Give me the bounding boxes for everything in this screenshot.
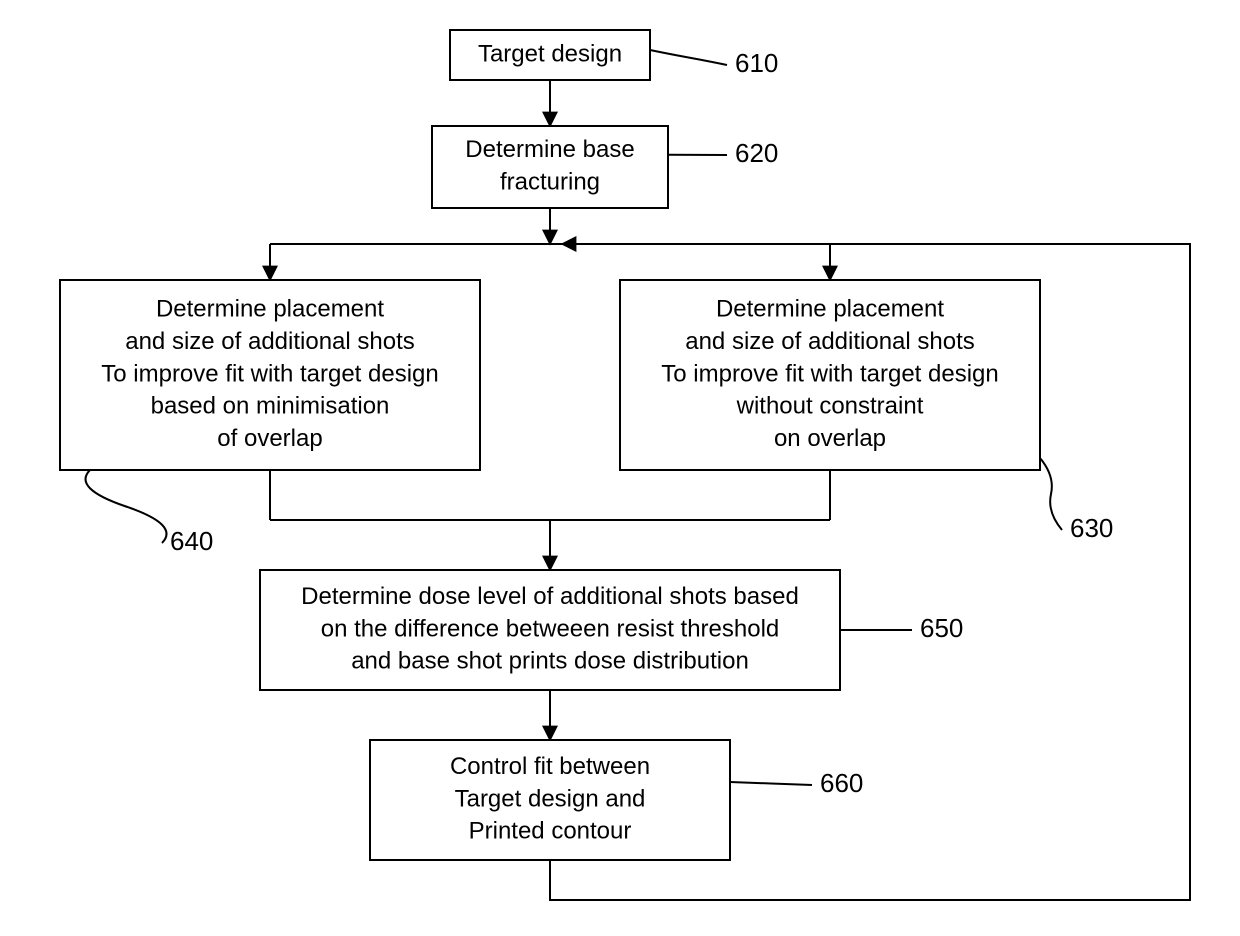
flow-node-text: Determine base xyxy=(465,136,634,163)
flow-node-text: of overlap xyxy=(217,425,322,452)
leader-line xyxy=(1040,458,1062,530)
flow-node-text: and size of additional shots xyxy=(125,328,415,355)
node-label-640: 640 xyxy=(170,526,213,556)
flowchart-diagram: Target design Determine base fracturing Det… xyxy=(0,0,1240,936)
node-label-620: 620 xyxy=(735,138,778,168)
flow-node-text: To improve fit with target design xyxy=(661,360,999,387)
leader-line xyxy=(650,50,727,65)
flow-node-text: Determine placement xyxy=(716,296,944,323)
node-label-660: 660 xyxy=(820,768,863,798)
flow-node-text: Target design xyxy=(478,40,622,67)
flow-node-text: and size of additional shots xyxy=(685,328,975,355)
flow-node-text: Determine placement xyxy=(156,296,384,323)
flow-node-text: Control fit between xyxy=(450,753,650,780)
flow-node-text: based on minimisation xyxy=(151,393,390,420)
flow-node-text: fracturing xyxy=(500,169,600,196)
node-label-650: 650 xyxy=(920,613,963,643)
flow-node-text: on overlap xyxy=(774,425,886,452)
leader-line xyxy=(86,470,167,543)
flow-node-text: To improve fit with target design xyxy=(101,360,439,387)
flow-node-text: on the difference betweeen resist thresh… xyxy=(321,615,780,642)
node-label-610: 610 xyxy=(735,48,778,78)
node-label-630: 630 xyxy=(1070,513,1113,543)
flow-node-text: Determine dose level of additional shots… xyxy=(301,583,799,610)
flow-node-text: Printed contour xyxy=(469,818,632,845)
leader-line xyxy=(730,782,812,785)
flow-node-text: without constraint xyxy=(736,393,924,420)
flow-node-text: and base shot prints dose distribution xyxy=(351,648,749,675)
flow-node-text: Target design and xyxy=(455,785,646,812)
